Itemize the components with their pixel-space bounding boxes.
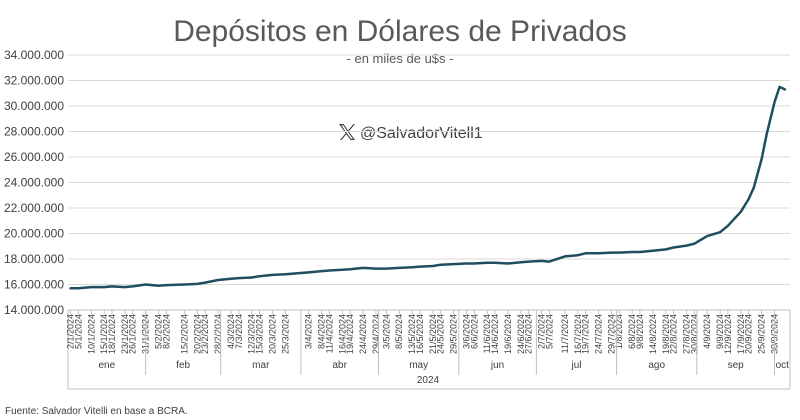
x-tick-label: 12/9/2024 [723,314,733,354]
series-line [69,85,787,290]
chart-subtitle: - en miles de u$s - [347,51,454,66]
x-tick-label: 15/3/2024 [254,314,264,354]
x-tick-label: 24/4/2024 [358,314,368,354]
x-tick-label: 5/2/2024 [154,314,164,349]
month-label: ago [648,360,665,371]
month-label: abr [332,360,347,371]
month-labels: ene feb mar abr may jun jul ago sep oct [98,310,789,375]
x-tick-label: 11/6/2024 [482,314,492,353]
gridlines [68,54,790,311]
y-tick-label: 16.000.000 [4,278,64,292]
y-tick-label: 30.000.000 [4,99,64,113]
x-tick-label: 14/6/2024 [490,314,500,354]
year-label: 2024 [417,375,440,386]
x-tick-label: 8/5/2024 [394,314,404,349]
x-tick-label: 17/9/2024 [736,314,746,354]
x-tick-label: 16/4/2024 [337,314,347,354]
x-tick-label: 24/5/2024 [436,314,446,354]
x-tick-label: 5/7/2024 [544,314,554,349]
x-tick-label: 21/5/2024 [428,314,438,354]
series [69,85,787,290]
x-tick-label: 2/1/2024 [66,314,76,349]
x-tick-label: 19/6/2024 [503,314,513,354]
y-tick-label: 22.000.000 [4,201,64,215]
x-tick-label: 16/7/2024 [573,314,583,354]
x-tick-label: 13/5/2024 [407,314,417,354]
y-tick-label: 32.000.000 [4,74,64,88]
x-tick-label: 5/1/2024 [73,314,83,349]
x-tick-label: 24/6/2024 [516,314,526,354]
month-label: jun [490,360,504,371]
x-tick-label: 14/8/2024 [648,314,658,354]
x-tick-label: 19/7/2024 [581,314,591,354]
y-tick-label: 28.000.000 [4,125,64,139]
x-tick-label: 23/2/2024 [200,314,210,354]
x-tick-label: 10/1/2024 [86,314,96,354]
x-tick-label: 2/7/2024 [537,314,547,349]
x-tick-label: 4/3/2024 [226,314,236,349]
watermark-handle: @SalvadorVitell1 [360,125,483,142]
x-tick-label: 15/1/2024 [99,314,109,354]
x-tick-label: 16/5/2024 [415,314,425,354]
y-tick-label: 26.000.000 [4,150,64,164]
x-tick-label: 11/7/2024 [560,314,570,353]
x-tick-label: 8/4/2024 [317,314,327,349]
x-tick-label: 19/8/2024 [661,314,671,354]
month-label: ene [98,360,115,371]
y-tick-label: 18.000.000 [4,252,64,266]
x-tick-label: 4/9/2024 [702,314,712,349]
x-tick-label: 25/3/2024 [280,314,290,354]
x-tick-label: 20/9/2024 [744,314,754,354]
x-tick-label: 1/8/2024 [614,314,624,349]
x-tick-label: 29/7/2024 [606,314,616,354]
x-tick-label: 24/7/2024 [594,314,604,354]
x-tick-label: 11/4/2024 [324,314,334,353]
x-tick-label: 27/8/2024 [681,314,691,354]
x-tick-label: 30/8/2024 [689,314,699,354]
chart-title: Depósitos en Dólares de Privados [173,15,627,48]
x-tick-label: 22/8/2024 [669,314,679,354]
x-tick-label: 29/5/2024 [449,314,459,354]
x-tick-label: 19/4/2024 [345,314,355,354]
x-tick-label: 9/9/2024 [715,314,725,349]
x-tick-label: 20/3/2024 [267,314,277,354]
month-label: feb [176,360,190,371]
y-tick-label: 14.000.000 [4,303,64,317]
x-tick-label: 3/6/2024 [462,314,472,349]
x-tick-label: 26/1/2024 [128,314,138,354]
x-axis [67,309,791,390]
x-tick-label: 6/6/2024 [469,314,479,349]
y-tick-label: 34.000.000 [4,48,64,62]
x-tick-label: 12/3/2024 [247,314,257,354]
x-tick-label: 20/2/2024 [192,314,202,354]
x-tick-label: 27/6/2024 [524,314,534,354]
month-label: mar [252,360,270,371]
x-tick-label: 28/2/2024 [213,314,223,354]
x-tick-label: 3/5/2024 [381,314,391,349]
watermark: @SalvadorVitell1 [339,124,483,142]
x-tick-label: 29/4/2024 [371,314,381,354]
x-tick-label: 15/2/2024 [179,314,189,354]
x-tick-label: 3/4/2024 [304,314,314,349]
y-tick-label: 20.000.000 [4,227,64,241]
x-tick-label: 25/9/2024 [757,314,767,354]
y-axis: 14.000.000 16.000.000 18.000.000 20.000.000… [4,48,64,317]
x-tick-label: 18/1/2024 [107,314,117,354]
x-tick-label: 23/1/2024 [120,314,130,354]
x-tick-label: 9/8/2024 [635,314,645,349]
month-label: sep [728,360,745,371]
x-tick-label: 6/8/2024 [627,314,637,349]
month-label: oct [776,360,790,371]
x-tick-label: 7/3/2024 [234,314,244,349]
y-tick-label: 24.000.000 [4,176,64,190]
x-tick-label: 8/2/2024 [161,314,171,349]
month-label: jul [570,360,581,371]
month-label: may [409,360,428,371]
source-note: Fuente: Salvador Vitelli en base a BCRA. [5,406,188,417]
